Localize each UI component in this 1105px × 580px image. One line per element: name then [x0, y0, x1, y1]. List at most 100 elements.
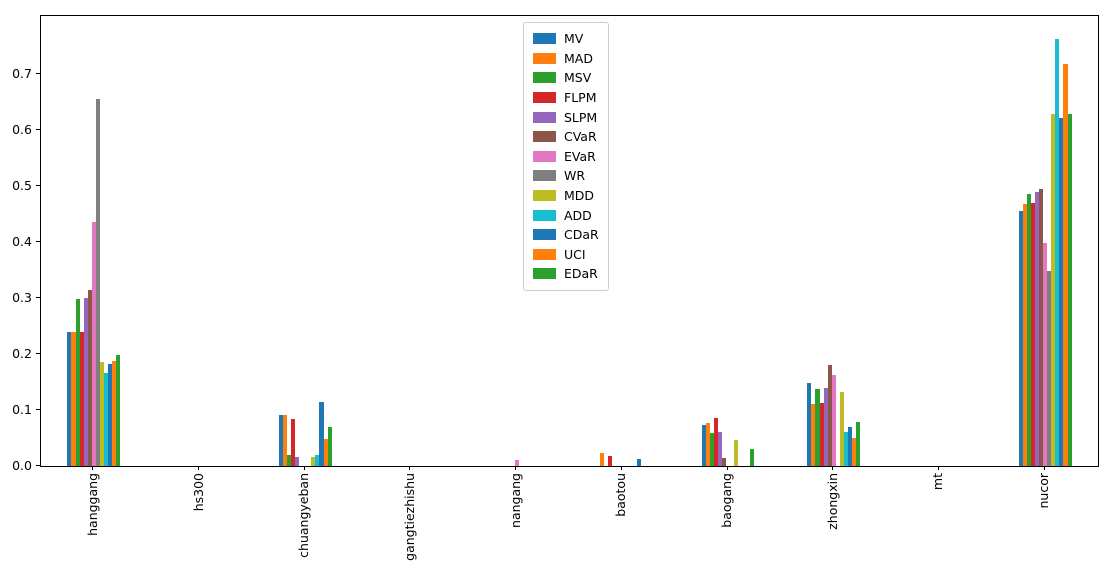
- x-tick-label-mt: mt: [930, 473, 946, 491]
- legend-label: SLPM: [564, 109, 598, 125]
- bar-SLPM-zhongxin: [823, 388, 828, 466]
- legend-swatch-UCI: [533, 248, 556, 260]
- bar-MAD-nucor: [1022, 204, 1027, 466]
- bar-SLPM-chuangyeban: [295, 457, 300, 466]
- bar-FLPM-zhongxin: [819, 403, 824, 466]
- legend-label: FLPM: [564, 90, 597, 106]
- bar-MDD-hanggang: [99, 361, 104, 466]
- legend-label: MDD: [564, 188, 595, 204]
- legend-item-MV: MV: [533, 29, 599, 49]
- y-tick-mark: [36, 240, 40, 242]
- bar-MV-chuangyeban: [278, 415, 283, 466]
- x-tick-label-nangang: nangang: [507, 473, 523, 528]
- bar-CVaR-hanggang: [87, 290, 92, 466]
- bar-MDD-nucor: [1051, 113, 1056, 466]
- legend-label: ADD: [564, 207, 592, 223]
- bar-MV-zhongxin: [807, 383, 812, 466]
- bar-FLPM-baogang: [713, 417, 718, 466]
- legend-item-CVaR: CVaR: [533, 127, 599, 147]
- bar-FLPM-baotou: [608, 455, 613, 466]
- bar-MAD-baogang: [705, 422, 710, 466]
- bar-MDD-zhongxin: [839, 392, 844, 466]
- y-tick-label: 0.4: [12, 233, 32, 249]
- legend-swatch-SLPM: [533, 111, 556, 123]
- bar-FLPM-chuangyeban: [291, 419, 296, 466]
- legend-item-WR: WR: [533, 166, 599, 186]
- bar-ADD-hanggang: [104, 373, 109, 466]
- legend-swatch-EDaR: [533, 268, 556, 280]
- legend-swatch-MAD: [533, 52, 556, 64]
- x-tick-label-nucor: nucor: [1036, 473, 1052, 509]
- x-tick-label-chuangyeban: chuangyeban: [296, 473, 312, 558]
- x-tick-mark: [1043, 466, 1045, 470]
- legend-item-EDaR: EDaR: [533, 264, 599, 284]
- legend-label: EVaR: [564, 148, 596, 164]
- y-tick-mark: [36, 352, 40, 354]
- x-tick-mark: [92, 466, 94, 470]
- bar-FLPM-nucor: [1030, 202, 1035, 466]
- x-tick-mark: [620, 466, 622, 470]
- legend-swatch-EVaR: [533, 150, 556, 162]
- x-tick-label-baotou: baotou: [613, 473, 629, 517]
- x-tick-label-hanggang: hanggang: [84, 473, 100, 536]
- legend-swatch-FLPM: [533, 92, 556, 104]
- bar-EDaR-zhongxin: [856, 421, 861, 466]
- x-tick-mark: [515, 466, 517, 470]
- legend-label: WR: [564, 168, 586, 184]
- y-tick-label: 0.0: [12, 457, 32, 473]
- bar-EVaR-nucor: [1043, 243, 1048, 466]
- bar-MSV-zhongxin: [815, 388, 820, 466]
- legend-item-FLPM: FLPM: [533, 88, 599, 108]
- legend-swatch-MV: [533, 33, 556, 45]
- legend-label: CVaR: [564, 129, 597, 145]
- x-tick-mark: [937, 466, 939, 470]
- bar-UCI-zhongxin: [852, 438, 857, 466]
- bar-EDaR-baogang: [750, 448, 755, 466]
- bar-ADD-zhongxin: [843, 432, 848, 466]
- legend-label: MV: [564, 31, 584, 47]
- y-tick-mark: [36, 464, 40, 466]
- legend-item-MSV: MSV: [533, 68, 599, 88]
- bar-CDaR-baotou: [636, 458, 641, 466]
- bar-EDaR-nucor: [1067, 113, 1072, 466]
- legend-item-SLPM: SLPM: [533, 107, 599, 127]
- y-tick-mark: [36, 296, 40, 298]
- legend-item-ADD: ADD: [533, 205, 599, 225]
- x-tick-label-baogang: baogang: [719, 473, 735, 528]
- bar-ADD-nucor: [1055, 38, 1060, 466]
- legend-item-CDaR: CDaR: [533, 225, 599, 245]
- y-tick-label: 0.1: [12, 401, 32, 417]
- legend-item-UCI: UCI: [533, 245, 599, 265]
- bar-UCI-nucor: [1063, 64, 1068, 466]
- bar-ADD-chuangyeban: [315, 455, 320, 466]
- x-tick-label-hs300: hs300: [190, 473, 206, 512]
- bar-MAD-chuangyeban: [282, 415, 287, 466]
- y-tick-mark: [36, 128, 40, 130]
- bar-EVaR-nangang: [514, 460, 519, 466]
- legend-swatch-MDD: [533, 190, 556, 202]
- bar-CDaR-hanggang: [108, 364, 113, 466]
- bar-UCI-hanggang: [112, 360, 117, 466]
- x-tick-mark: [303, 466, 305, 470]
- x-tick-mark: [198, 466, 200, 470]
- y-tick-mark: [36, 408, 40, 410]
- y-tick-mark: [36, 184, 40, 186]
- legend-item-EVaR: EVaR: [533, 147, 599, 167]
- bar-CVaR-zhongxin: [827, 365, 832, 466]
- bar-CDaR-zhongxin: [847, 426, 853, 466]
- bar-MAD-zhongxin: [811, 403, 816, 466]
- legend-label: MSV: [564, 70, 592, 86]
- legend-swatch-CDaR: [533, 229, 556, 241]
- legend-label: UCI: [564, 246, 586, 262]
- bar-MSV-chuangyeban: [286, 455, 292, 466]
- legend-item-MAD: MAD: [533, 49, 599, 69]
- bar-MSV-baogang: [709, 432, 714, 466]
- bar-MDD-chuangyeban: [311, 457, 316, 466]
- bar-EDaR-chuangyeban: [327, 426, 332, 466]
- bar-CVaR-baogang: [721, 457, 726, 466]
- bar-CDaR-chuangyeban: [319, 402, 324, 466]
- y-tick-label: 0.5: [12, 177, 32, 193]
- bar-SLPM-hanggang: [83, 298, 88, 466]
- legend-swatch-WR: [533, 170, 556, 182]
